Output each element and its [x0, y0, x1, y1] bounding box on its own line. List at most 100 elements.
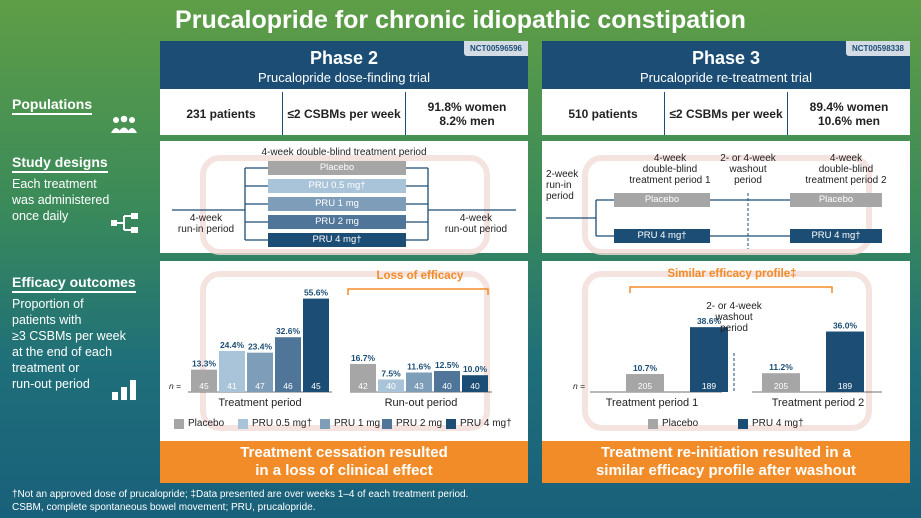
- design-note-line: once daily: [12, 209, 69, 223]
- legend-swatch: [648, 418, 658, 429]
- phase3-sex: 89.4% women 10.6% men: [788, 92, 910, 135]
- legend-swatch: [382, 418, 392, 429]
- runin-line: 4-week: [189, 213, 223, 224]
- design-note-line: Each treatment: [12, 177, 97, 191]
- bar: [826, 331, 864, 392]
- phase2-panel: Phase 2 Prucalopride dose-finding trial …: [160, 41, 528, 483]
- runout-line: run-out period: [444, 224, 508, 235]
- phase3-title: Phase 3: [691, 48, 761, 68]
- bar: [762, 373, 800, 392]
- tp2-line: 4-week: [829, 153, 863, 164]
- washout-chart-line: period: [720, 323, 748, 334]
- banner-line: Treatment re-initiation resulted in a: [600, 444, 852, 461]
- bar-n-label: 41: [227, 381, 237, 391]
- efficacy-note-line: treatment or: [12, 361, 80, 375]
- phase2-women: 91.8% women: [427, 99, 507, 114]
- phase3-women: 89.4% women: [809, 99, 889, 114]
- phase3-panel: Phase 3 Prucalopride re-treatment trial …: [542, 41, 910, 483]
- phase3-csbm-criterion: ≤2 CSBMs per week: [665, 92, 788, 135]
- efficacy-heading: Efficacy outcomes: [12, 274, 136, 293]
- bar: [350, 363, 376, 392]
- phase2-n-label: n =: [168, 381, 182, 391]
- bar-n-label: 42: [358, 381, 368, 391]
- efficacy-note-line: patients with: [12, 313, 82, 327]
- design-note: Each treatment was administered once dai…: [12, 176, 109, 224]
- washout-line: period: [734, 175, 762, 186]
- phase2-title: Phase 2: [309, 48, 379, 68]
- phase2-csbm-criterion: ≤2 CSBMs per week: [283, 92, 406, 135]
- intestine-illustration: [200, 271, 490, 431]
- phase3-subtitle: Prucalopride re-treatment trial: [640, 70, 812, 85]
- phase3-tp1-label: 4-week double-blind treatment period 1: [610, 153, 730, 186]
- arm-pru-0.5mg: PRU 0.5 mg†: [268, 179, 406, 193]
- footnote: CSBM, complete spontaneous bowel movemen…: [12, 502, 316, 513]
- phase3-design-lines: [546, 193, 790, 249]
- bar-n-label: 40: [442, 381, 452, 391]
- study-designs-heading: Study designs: [12, 154, 108, 173]
- legend-label: PRU 0.5 mg†: [252, 418, 313, 429]
- bar-n-label: 205: [774, 381, 788, 391]
- bar: [434, 371, 460, 392]
- bar-value-label: 11.2%: [769, 362, 793, 372]
- washout-line: 2- or 4-week: [720, 153, 776, 164]
- bar: [219, 351, 245, 392]
- bar: [406, 372, 432, 392]
- populations-heading: Populations: [12, 96, 93, 115]
- phase2-group-label: Treatment period: [218, 397, 302, 409]
- arm-placebo-p1: Placebo: [614, 193, 710, 207]
- phase3-design: 2-week run-in period 4-week double-blind…: [542, 141, 910, 255]
- phase3-chart-svg: 10.7% 205 11.2% 205 38.6% 189 36.0% 189: [590, 286, 882, 393]
- tp1-line: 4-week: [653, 153, 687, 164]
- bar-chart-icon: [112, 380, 136, 400]
- intestine-illustration: [582, 271, 872, 431]
- bar: [378, 379, 404, 392]
- people-icon: [111, 115, 137, 133]
- phase2-group-label: Run-out period: [384, 397, 458, 409]
- phase2-runin-label: 4-week run-in period: [166, 213, 246, 235]
- runin-line: 2-week: [546, 169, 579, 180]
- similar-efficacy-label: Similar efficacy profile‡: [667, 268, 797, 280]
- tp1-line: double-blind: [642, 164, 698, 175]
- bar-value-label: 55.6%: [304, 288, 329, 298]
- phase2-treatment-period-header: 4-week double-blind treatment period: [261, 147, 427, 158]
- bar-n-label: 205: [638, 381, 652, 391]
- phase2-subtitle: Prucalopride dose-finding trial: [258, 70, 430, 85]
- bar-value-label: 23.4%: [248, 342, 273, 352]
- legend-label: PRU 2 mg: [396, 418, 443, 429]
- banner-line: similar efficacy profile after washout: [595, 462, 857, 479]
- bar-n-label: 45: [311, 381, 321, 391]
- runin-line: run-in: [546, 180, 572, 191]
- legend-item: PRU 2 mg: [382, 418, 442, 429]
- phase2-design: 4-week double-blind treatment period Pla…: [160, 141, 528, 255]
- bar-value-label: 12.5%: [435, 360, 460, 370]
- bar: [462, 375, 488, 392]
- washout-line: washout: [729, 164, 767, 175]
- efficacy-note-line: run-out period: [12, 377, 90, 391]
- design-note-line: was administered: [12, 193, 110, 207]
- legend-swatch: [238, 418, 248, 429]
- phase2-runout-label: 4-week run-out period: [428, 213, 524, 235]
- arm-pru-2mg: PRU 2 mg: [268, 215, 406, 229]
- phase2-chart-svg: 13.3% 45 16.7% 42 24.4% 41 7.5% 40 23.4% 47 11.6% 4…: [188, 288, 492, 393]
- phase2-populations: 231 patients ≤2 CSBMs per week 91.8% wom…: [160, 89, 528, 135]
- phase2-conclusion-banner: Treatment cessation resulted in a loss o…: [160, 441, 528, 483]
- legend-item: Placebo: [648, 418, 698, 429]
- tp2-line: treatment period 2: [805, 175, 887, 186]
- bar-value-label: 16.7%: [351, 353, 376, 363]
- phase3-header: Phase 3 Prucalopride re-treatment trial …: [542, 41, 910, 89]
- runin-line: period: [546, 191, 574, 202]
- bar-value-label: 38.6%: [697, 316, 722, 326]
- legend-swatch: [320, 418, 330, 429]
- washout-chart-line: washout: [715, 312, 753, 323]
- legend-item: PRU 4 mg†: [446, 418, 512, 429]
- arm-pru-4mg-p1: PRU 4 mg†: [614, 229, 710, 243]
- bar: [626, 374, 664, 392]
- phase3-nct-badge: NCT00598338: [845, 41, 910, 56]
- loss-bracket: [347, 288, 489, 295]
- arm-placebo-p2: Placebo: [790, 193, 882, 207]
- bar-value-label: 36.0%: [833, 321, 858, 331]
- footnote: †Not an approved dose of prucalopride; ‡…: [12, 489, 469, 500]
- bar: [690, 327, 728, 392]
- legend-swatch: [446, 418, 456, 429]
- arm-placebo: Placebo: [268, 161, 406, 175]
